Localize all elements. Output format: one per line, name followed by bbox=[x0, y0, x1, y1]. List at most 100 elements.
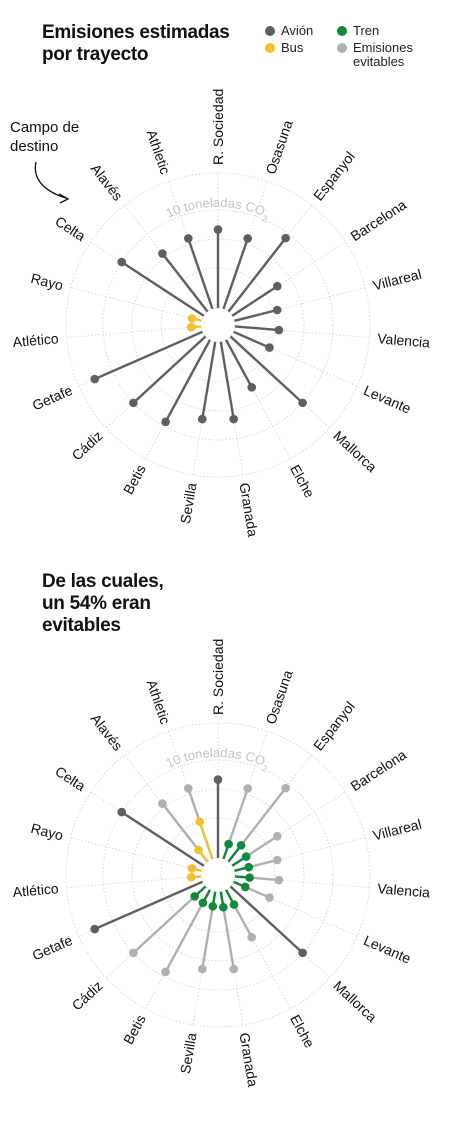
annotation-campo-de-destino: Campo de destino bbox=[2, 118, 102, 208]
legend-dot-avion-icon bbox=[265, 26, 275, 36]
spoke-label: R. Sociedad bbox=[210, 639, 226, 715]
spoke-label: Atlético bbox=[12, 880, 59, 900]
chart-title-2-line-3: evitables bbox=[42, 615, 121, 636]
spoke-label: Athletic bbox=[144, 678, 174, 727]
data-stem bbox=[225, 339, 253, 388]
spoke-label: Osasuna bbox=[262, 668, 295, 726]
spoke-label: Granada bbox=[236, 481, 261, 538]
data-point bbox=[194, 845, 203, 855]
grid-ring bbox=[65, 172, 371, 478]
evitable-point bbox=[229, 964, 239, 974]
spoke-label: Cádiz bbox=[69, 977, 106, 1013]
spoke-label: Atlético bbox=[12, 330, 59, 350]
spoke-label: Mallorca bbox=[330, 427, 380, 475]
spoke-gridline bbox=[66, 876, 202, 888]
evitable-point bbox=[247, 933, 257, 942]
spoke-label: Elche bbox=[287, 462, 318, 501]
data-stem bbox=[234, 308, 278, 322]
chart-title-1-line-2: por trayecto bbox=[42, 44, 149, 65]
data-point bbox=[236, 841, 246, 850]
legend-dot-bus-icon bbox=[265, 43, 275, 53]
spoke-label: Espanyol bbox=[310, 148, 358, 203]
data-point bbox=[186, 322, 196, 332]
data-point bbox=[298, 398, 307, 408]
data-stem bbox=[229, 335, 304, 404]
evitable-point bbox=[274, 875, 284, 885]
data-point bbox=[190, 892, 199, 901]
radial-chart-emisiones: 10 toneladas CO 2 R. Sociedad Osasuna Espany… bbox=[12, 89, 431, 538]
grid-ring bbox=[160, 817, 276, 933]
data-point bbox=[197, 414, 207, 424]
data-stem bbox=[222, 238, 249, 310]
evitable-point bbox=[265, 893, 274, 902]
spoke-label: Betis bbox=[120, 462, 149, 497]
annotation-line-1: Campo de bbox=[10, 119, 80, 136]
legend-label-evitables: Emisiones evitables bbox=[353, 41, 413, 69]
data-point bbox=[195, 817, 205, 827]
spoke-label: Elche bbox=[287, 1012, 318, 1051]
spoke-label: Athletic bbox=[144, 128, 174, 177]
data-point bbox=[243, 234, 253, 243]
spoke-label: Getafe bbox=[30, 382, 75, 414]
legend: Avión Bus Tren Emisiones evitables bbox=[265, 24, 450, 84]
data-stem bbox=[227, 237, 287, 313]
spoke-label: Villareal bbox=[371, 816, 423, 844]
legend-label-avion: Avión bbox=[281, 23, 314, 38]
grid-ring bbox=[160, 267, 276, 383]
data-point bbox=[198, 898, 208, 908]
chart-hub bbox=[203, 310, 233, 340]
data-point bbox=[90, 924, 100, 934]
data-point bbox=[244, 862, 254, 872]
spoke-gridline bbox=[234, 837, 366, 872]
spoke-label: Barcelona bbox=[348, 196, 410, 244]
legend-label-evitables-line-2: evitables bbox=[353, 54, 405, 69]
evitable-point bbox=[273, 831, 282, 841]
spoke-label: Espanyol bbox=[310, 698, 358, 753]
spoke-label: Cádiz bbox=[69, 427, 106, 463]
spoke-label: Celta bbox=[52, 763, 88, 794]
data-point bbox=[273, 281, 282, 291]
data-stem bbox=[187, 238, 214, 310]
data-point bbox=[183, 234, 193, 243]
spoke-label: Betis bbox=[120, 1012, 149, 1047]
evitable-point bbox=[272, 855, 282, 865]
curved-arrow-icon bbox=[34, 161, 70, 204]
evitable-point bbox=[129, 948, 138, 958]
legend-label-tren: Tren bbox=[353, 23, 380, 38]
evitable-point bbox=[281, 783, 290, 793]
data-stem bbox=[233, 330, 270, 349]
data-point bbox=[245, 873, 254, 882]
data-point bbox=[158, 249, 167, 258]
data-point bbox=[187, 864, 197, 873]
data-stem bbox=[229, 885, 304, 954]
evitable-point bbox=[183, 784, 193, 793]
spoke-label: Barcelona bbox=[348, 746, 410, 794]
data-point bbox=[117, 257, 127, 267]
spoke-label: Rayo bbox=[29, 270, 65, 294]
evitable-point bbox=[243, 784, 253, 793]
data-point bbox=[187, 314, 197, 323]
data-point bbox=[281, 233, 290, 243]
radial-chart-evitables: 10 toneladas CO 2 R. Sociedad Osasuna Espany… bbox=[12, 639, 431, 1088]
spoke-label: Villareal bbox=[371, 266, 423, 294]
legend-label-evitables-line-1: Emisiones bbox=[353, 40, 413, 55]
data-point bbox=[241, 852, 251, 861]
spoke-label: Valencia bbox=[377, 880, 431, 900]
spoke-label: Rayo bbox=[29, 820, 65, 844]
spoke-label: Levante bbox=[361, 932, 413, 967]
grid-ring bbox=[65, 722, 371, 1028]
chart-hub bbox=[203, 860, 233, 890]
spoke-gridline bbox=[70, 837, 202, 872]
data-point bbox=[208, 901, 218, 911]
ring-label: 10 toneladas CO 2 bbox=[164, 745, 269, 774]
chart-title-2-line-2: un 54% eran bbox=[42, 593, 151, 614]
data-point bbox=[224, 839, 233, 849]
spoke-label: R. Sociedad bbox=[210, 89, 226, 165]
legend-dot-tren-icon bbox=[337, 26, 347, 36]
data-stem bbox=[121, 811, 205, 867]
data-point bbox=[229, 900, 239, 909]
data-stem bbox=[231, 285, 279, 317]
data-point bbox=[229, 414, 239, 424]
data-point bbox=[90, 374, 100, 384]
data-stem bbox=[198, 821, 214, 860]
